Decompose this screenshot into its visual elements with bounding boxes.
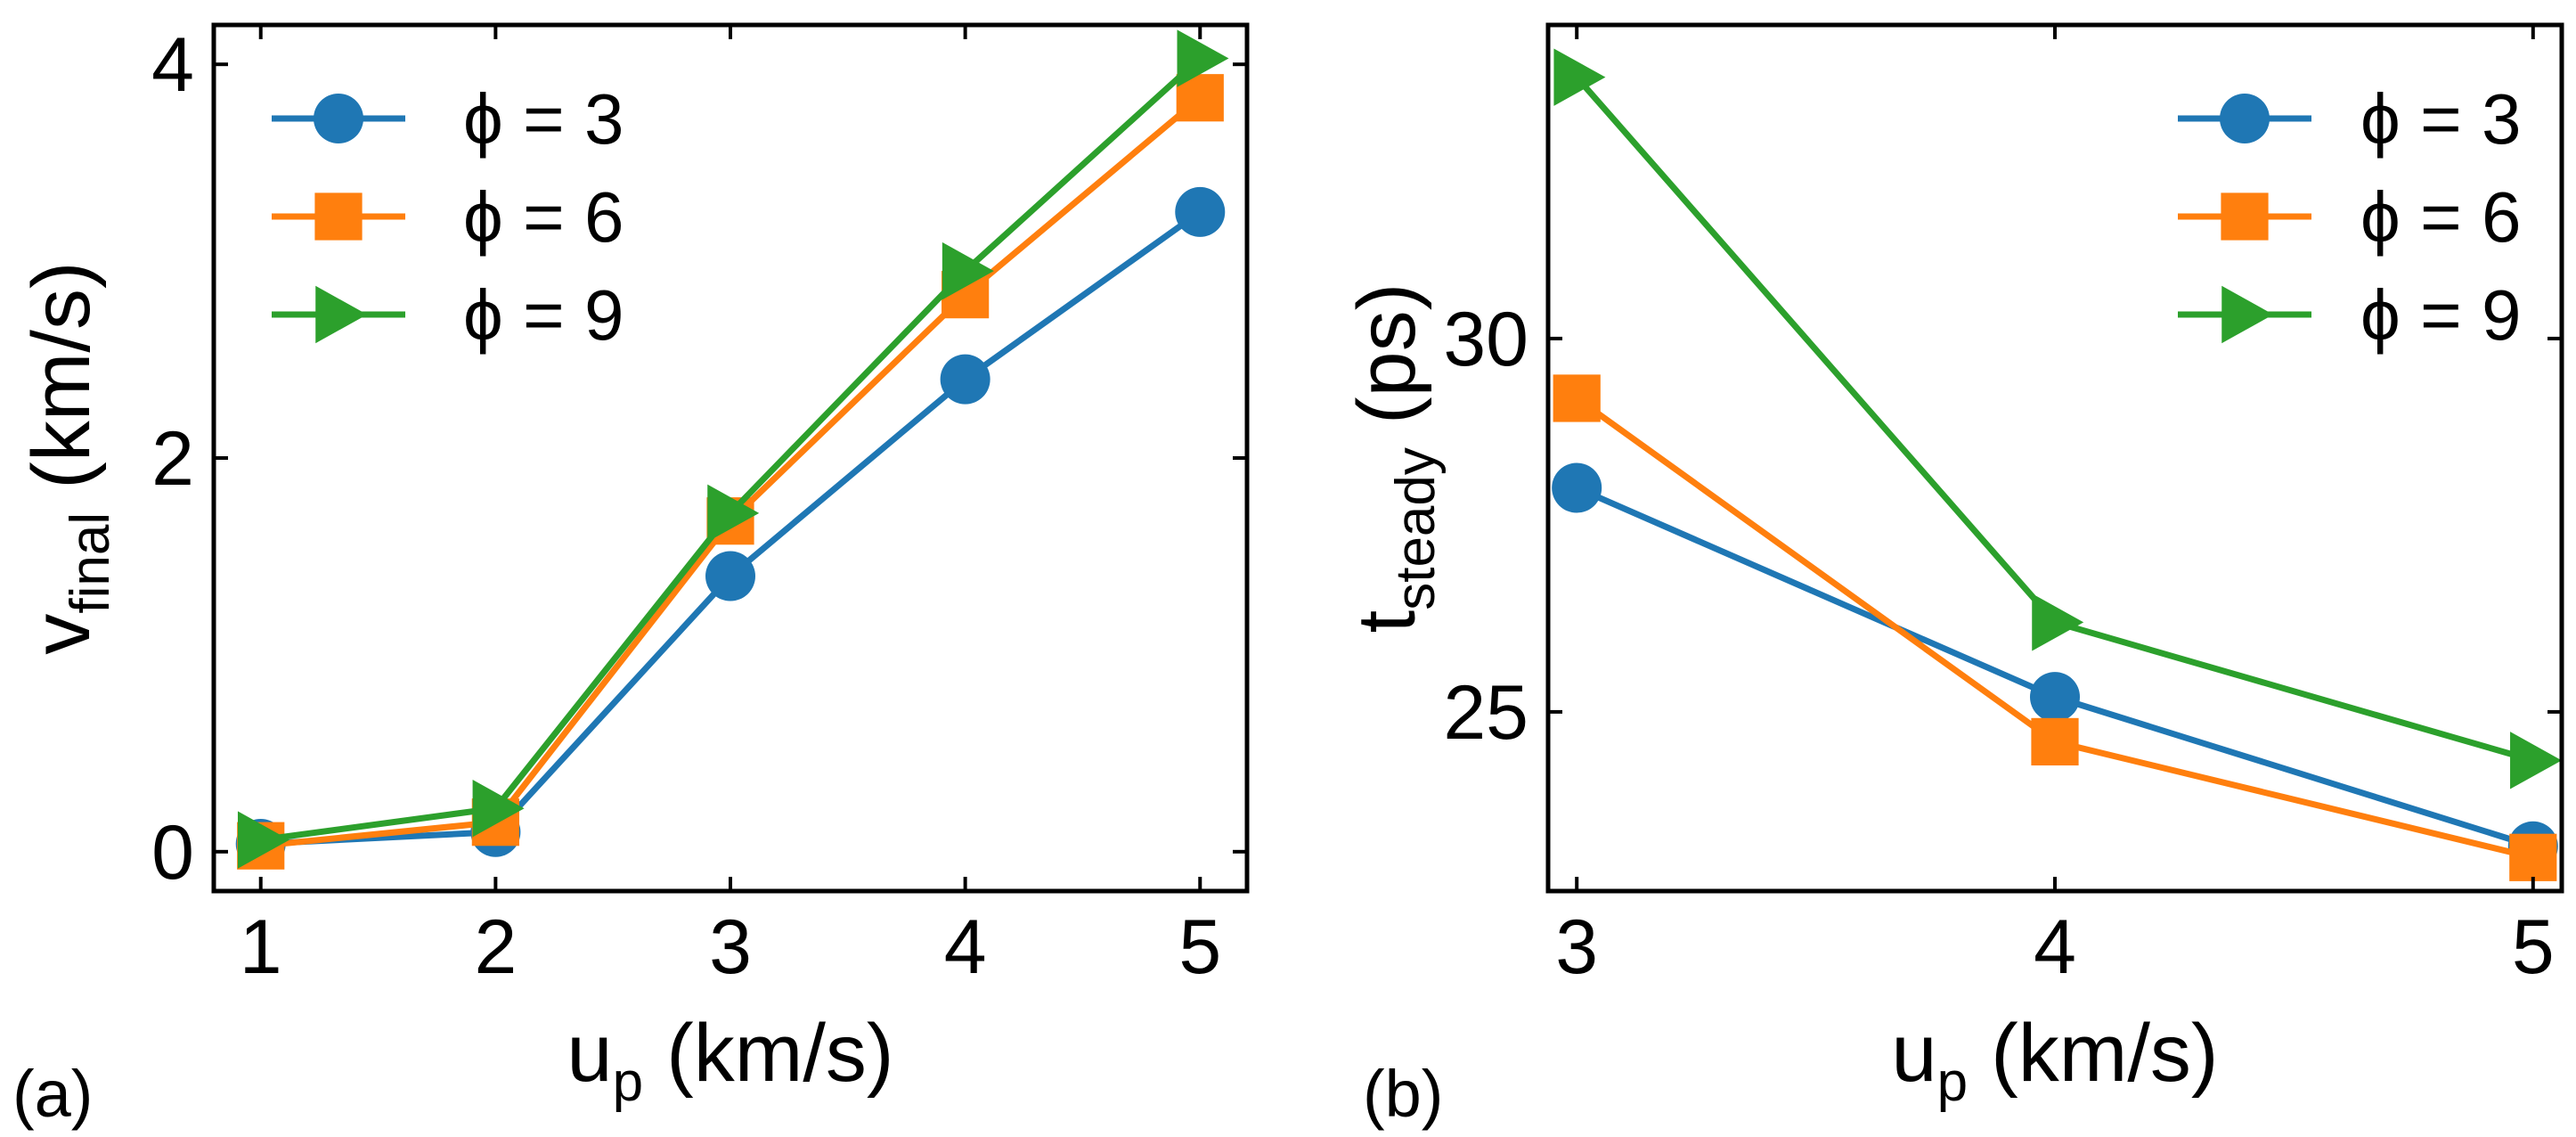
- data-point: [942, 241, 994, 300]
- legend-item: ϕ = 3: [2178, 79, 2521, 159]
- series-2: [237, 74, 1224, 870]
- x-axis-label: up (km/s): [567, 1008, 893, 1113]
- y-label-main: t: [1341, 610, 1432, 634]
- data-point: [2509, 833, 2557, 881]
- legend-item: ϕ = 6: [2178, 177, 2521, 257]
- x-tick-label: 4: [944, 904, 987, 990]
- panel-label: (a): [12, 1057, 93, 1131]
- legend-item: ϕ = 3: [272, 79, 624, 159]
- y-label-sub: final: [60, 512, 121, 614]
- x-tick-label: 5: [2512, 904, 2555, 990]
- y-label-main: v: [16, 614, 107, 655]
- legend-item: ϕ = 9: [2178, 275, 2521, 355]
- x-axis-label: up (km/s): [1891, 1008, 2218, 1113]
- series-line: [1575, 485, 2534, 850]
- data-point: [472, 780, 525, 838]
- data-point: [1553, 48, 1606, 106]
- series-2: [1553, 374, 2557, 881]
- legend-swatch-marker: [2221, 285, 2274, 344]
- x-label-sub: p: [613, 1051, 643, 1113]
- legend-swatch-marker: [314, 192, 363, 241]
- data-point: [237, 811, 289, 869]
- data-point: [2510, 732, 2562, 789]
- legend-label: ϕ = 3: [2360, 79, 2521, 159]
- y-axis-label: tsteady (ps): [1341, 283, 1447, 634]
- legend-swatch-marker: [315, 285, 368, 344]
- legend-item: ϕ = 9: [272, 275, 624, 355]
- x-tick-label: 2: [474, 904, 517, 990]
- legend-swatch-marker: [2221, 192, 2269, 241]
- y-tick-label: 0: [151, 810, 194, 896]
- x-tick-label: 3: [1555, 904, 1598, 990]
- y-tick-label: 2: [151, 416, 194, 502]
- legend: ϕ = 3 ϕ = 6 ϕ = 9: [2178, 79, 2521, 355]
- data-point: [1175, 186, 1226, 237]
- y-label-units: (ps): [1341, 283, 1432, 424]
- x-tick-label: 3: [709, 904, 752, 990]
- data-point: [940, 354, 990, 405]
- data-point: [1553, 374, 1601, 422]
- y-tick-label: 30: [1443, 297, 1528, 382]
- data-point: [1177, 29, 1229, 87]
- x-label-units: (km/s): [1991, 1008, 2218, 1099]
- data-point: [2031, 717, 2079, 766]
- legend-item: ϕ = 6: [272, 177, 624, 257]
- y-label-sub: steady: [1385, 447, 1447, 610]
- series-line: [260, 55, 1202, 844]
- legend-swatch-marker: [314, 94, 363, 143]
- data-point: [2032, 593, 2084, 651]
- legend-swatch-marker: [2220, 94, 2270, 143]
- x-label-sub: p: [1937, 1051, 1968, 1113]
- data-point: [2030, 672, 2080, 723]
- x-label-main: u: [1891, 1008, 1936, 1099]
- series-3: [1553, 48, 2562, 789]
- series-3: [237, 29, 1229, 869]
- y-tick-label: 25: [1443, 670, 1528, 756]
- series-1: [1552, 462, 2558, 871]
- y-label-units: (km/s): [16, 261, 107, 488]
- legend-label: ϕ = 6: [2360, 177, 2521, 257]
- x-tick-label: 5: [1178, 904, 1221, 990]
- x-tick-label: 1: [240, 904, 282, 990]
- data-point: [707, 484, 760, 543]
- y-tick-label: 4: [151, 22, 194, 108]
- x-tick-label: 4: [2034, 904, 2076, 990]
- y-axis-label: vfinal (km/s): [16, 261, 121, 654]
- legend-label: ϕ = 9: [463, 275, 624, 355]
- legend-label: ϕ = 3: [463, 79, 624, 159]
- x-label-main: u: [567, 1008, 612, 1099]
- series-line: [260, 95, 1202, 849]
- panel-label: (b): [1363, 1057, 1443, 1131]
- x-label-units: (km/s): [666, 1008, 893, 1099]
- data-point: [1552, 462, 1602, 513]
- legend: ϕ = 3 ϕ = 6 ϕ = 9: [272, 79, 624, 355]
- data-point: [705, 551, 755, 601]
- legend-label: ϕ = 6: [463, 177, 624, 257]
- legend-label: ϕ = 9: [2360, 275, 2521, 355]
